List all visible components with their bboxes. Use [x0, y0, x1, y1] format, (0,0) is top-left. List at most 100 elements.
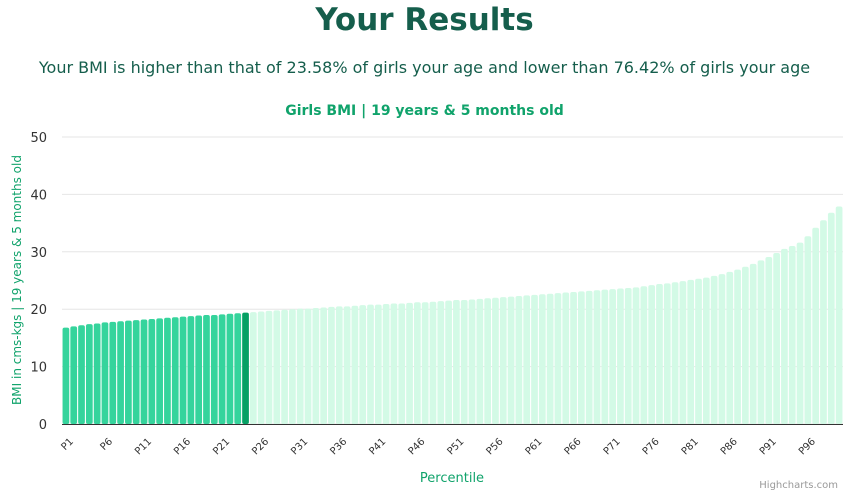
bar-p80[interactable]	[679, 281, 687, 424]
bar-p60[interactable]	[523, 295, 531, 424]
bar-p79[interactable]	[671, 282, 679, 424]
bar-p87[interactable]	[734, 269, 741, 424]
bar-p11[interactable]	[140, 319, 148, 424]
bar-p73[interactable]	[624, 287, 632, 424]
bar-p65[interactable]	[562, 292, 570, 424]
bar-p8[interactable]	[117, 321, 124, 424]
bar-p34[interactable]	[320, 307, 327, 424]
bar-p98[interactable]	[820, 220, 827, 424]
bar-p50[interactable]	[445, 300, 452, 424]
bar-p7[interactable]	[109, 321, 117, 424]
bar-p28[interactable]	[273, 310, 281, 424]
credits-link[interactable]: Highcharts.com	[759, 480, 838, 491]
bar-p46[interactable]	[413, 302, 421, 424]
bar-p84[interactable]	[710, 275, 718, 424]
bar-p97[interactable]	[812, 227, 820, 424]
bar-p37[interactable]	[343, 306, 351, 424]
bar-p85[interactable]	[718, 274, 726, 424]
bar-p95[interactable]	[796, 242, 804, 424]
bar-p27[interactable]	[265, 310, 273, 424]
bar-p55[interactable]	[484, 298, 492, 424]
bar-p88[interactable]	[742, 266, 749, 424]
bar-p94[interactable]	[788, 246, 796, 424]
bar-p100[interactable]	[835, 206, 843, 424]
bar-p56[interactable]	[492, 297, 499, 424]
bar-p25[interactable]	[249, 312, 257, 424]
bar-p10[interactable]	[132, 320, 140, 424]
bar-p40[interactable]	[367, 304, 374, 424]
bar-p92[interactable]	[773, 252, 780, 424]
bar-p68[interactable]	[585, 290, 593, 424]
bar-p36[interactable]	[335, 306, 343, 424]
bar-p90[interactable]	[757, 260, 765, 424]
bar-p51[interactable]	[453, 300, 460, 424]
bar-p33[interactable]	[312, 308, 320, 424]
bar-p45[interactable]	[406, 302, 413, 424]
bar-p67[interactable]	[578, 291, 585, 424]
bar-p99[interactable]	[827, 212, 835, 424]
bar-p31[interactable]	[296, 308, 304, 424]
bar-p57[interactable]	[499, 297, 507, 424]
bar-p43[interactable]	[390, 303, 398, 424]
bar-p39[interactable]	[359, 305, 367, 424]
bar-p24[interactable]	[242, 312, 249, 424]
bar-p17[interactable]	[187, 316, 195, 424]
bar-p2[interactable]	[70, 326, 78, 424]
bar-p69[interactable]	[593, 290, 601, 424]
bar-p66[interactable]	[570, 291, 577, 424]
bar-p91[interactable]	[765, 256, 773, 424]
bar-p41[interactable]	[374, 304, 382, 424]
bar-p42[interactable]	[382, 304, 390, 424]
bar-p52[interactable]	[460, 300, 468, 424]
bar-p13[interactable]	[156, 318, 163, 424]
bar-p48[interactable]	[429, 301, 437, 424]
bar-p59[interactable]	[515, 295, 523, 424]
bar-p83[interactable]	[702, 277, 710, 424]
bar-p44[interactable]	[398, 303, 406, 424]
bar-p54[interactable]	[476, 298, 484, 424]
bar-p23[interactable]	[234, 313, 242, 424]
bar-p53[interactable]	[468, 299, 476, 424]
bar-p22[interactable]	[226, 313, 234, 424]
bar-p19[interactable]	[203, 314, 210, 424]
bar-p93[interactable]	[781, 248, 788, 424]
bar-p29[interactable]	[281, 309, 288, 424]
bar-p61[interactable]	[531, 294, 538, 424]
bar-p63[interactable]	[546, 293, 554, 424]
bar-p62[interactable]	[538, 294, 546, 424]
bar-p4[interactable]	[85, 324, 93, 424]
bar-p86[interactable]	[726, 271, 734, 424]
bar-p58[interactable]	[507, 296, 515, 424]
bar-p16[interactable]	[179, 316, 187, 424]
bar-p82[interactable]	[695, 278, 702, 424]
bar-p30[interactable]	[289, 309, 296, 424]
bar-p12[interactable]	[148, 318, 156, 424]
bar-p26[interactable]	[257, 311, 265, 424]
bar-p21[interactable]	[218, 314, 226, 424]
bar-p9[interactable]	[125, 320, 132, 424]
bar-p49[interactable]	[437, 301, 445, 424]
bar-p89[interactable]	[749, 263, 757, 424]
bar-p96[interactable]	[804, 236, 812, 424]
bar-p77[interactable]	[656, 283, 663, 424]
bar-p76[interactable]	[648, 285, 656, 424]
bar-p20[interactable]	[210, 314, 218, 424]
bar-p3[interactable]	[78, 325, 85, 424]
bar-p78[interactable]	[663, 283, 671, 424]
bar-p5[interactable]	[93, 323, 101, 424]
bar-p38[interactable]	[351, 305, 359, 424]
bar-p15[interactable]	[171, 317, 179, 424]
bar-p6[interactable]	[101, 322, 109, 424]
bar-p74[interactable]	[632, 287, 640, 424]
bar-p70[interactable]	[601, 289, 609, 424]
bar-p75[interactable]	[640, 286, 648, 424]
bar-p35[interactable]	[328, 306, 335, 424]
bar-p14[interactable]	[164, 317, 171, 424]
bar-p32[interactable]	[304, 308, 312, 424]
bar-p64[interactable]	[554, 293, 562, 424]
bar-p1[interactable]	[62, 327, 70, 424]
bar-p81[interactable]	[687, 279, 695, 424]
bar-p72[interactable]	[617, 288, 624, 424]
bar-p71[interactable]	[609, 289, 616, 424]
bar-p47[interactable]	[421, 302, 429, 424]
